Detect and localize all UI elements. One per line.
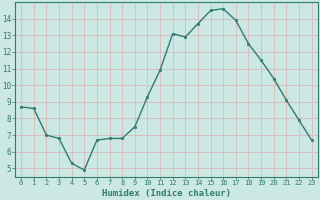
X-axis label: Humidex (Indice chaleur): Humidex (Indice chaleur): [102, 189, 231, 198]
